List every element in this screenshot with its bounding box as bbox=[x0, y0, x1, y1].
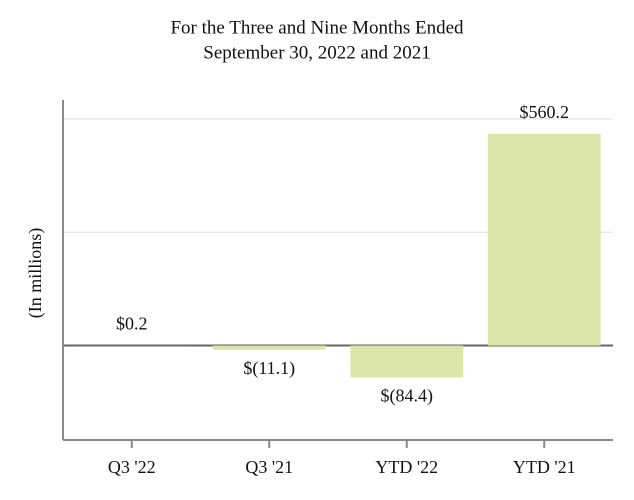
x-tick-label: YTD '21 bbox=[513, 457, 576, 477]
chart-title: For the Three and Nine Months Ended bbox=[170, 17, 464, 38]
bar bbox=[487, 133, 601, 346]
value-label: $560.2 bbox=[520, 102, 570, 122]
value-label: $(11.1) bbox=[243, 358, 295, 379]
value-label: $0.2 bbox=[116, 314, 148, 334]
bar bbox=[350, 345, 464, 378]
chart-title: September 30, 2022 and 2021 bbox=[203, 42, 430, 63]
bar bbox=[212, 345, 326, 350]
y-axis-label: (In millions) bbox=[25, 228, 46, 319]
x-tick-label: YTD '22 bbox=[375, 457, 438, 477]
value-label: $(84.4) bbox=[381, 386, 434, 407]
x-tick-label: Q3 '22 bbox=[108, 457, 156, 477]
x-tick-label: Q3 '21 bbox=[245, 457, 293, 477]
